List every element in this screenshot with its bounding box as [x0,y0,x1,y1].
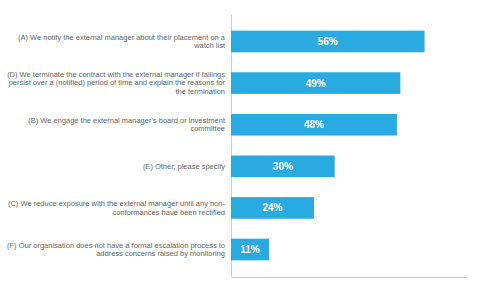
bars [231,31,425,261]
y-tick-label: (F) Our organisation does not have a for… [7,241,225,259]
x-axis-line [232,277,467,278]
bar [231,31,425,53]
y-tick-label: (A) We notify the external manager about… [18,33,226,51]
y-axis-line [231,15,232,278]
y-tick-label-line: watch list [193,41,226,50]
x-axis [232,277,467,278]
y-tick: (B) We engage the external manager's boa… [28,116,231,134]
bar [231,114,397,136]
data-label: 56% [318,36,338,47]
y-tick-label-line: committee [190,124,225,133]
chart: (A) We notify the external manager about… [0,0,480,291]
bar [231,72,400,94]
y-tick-label-line: the termination [175,87,225,96]
data-label: 24% [262,202,282,213]
data-label: 48% [304,119,324,130]
y-tick: (F) Our organisation does not have a for… [7,241,231,259]
y-tick-label-line: conformances have been rectified [112,208,225,217]
y-tick-label: (E) Other, please specify [143,162,225,171]
data-label: 49% [306,78,326,89]
data-label: 30% [273,161,293,172]
y-tick-label: (D) We terminate the contract with the e… [7,70,225,96]
data-labels: 56% 49% 48% 30% 24% 11% [240,36,338,255]
y-tick: (A) We notify the external manager about… [18,33,231,51]
y-tick-label-line: address concerns raised by monitoring [96,249,225,258]
data-label: 11% [240,244,260,255]
bar [231,197,314,219]
y-tick-label: (B) We engage the external manager's boa… [28,116,226,134]
bar [231,239,269,261]
y-tick: (D) We terminate the contract with the e… [7,70,231,96]
y-axis: (A) We notify the external manager about… [7,15,232,278]
y-tick-label-line: (E) Other, please specify [143,162,225,171]
y-tick-label: (C) We reduce exposure with the external… [8,199,226,217]
bar [231,155,335,177]
y-tick: (E) Other, please specify [143,162,231,171]
y-tick: (C) We reduce exposure with the external… [8,199,231,217]
